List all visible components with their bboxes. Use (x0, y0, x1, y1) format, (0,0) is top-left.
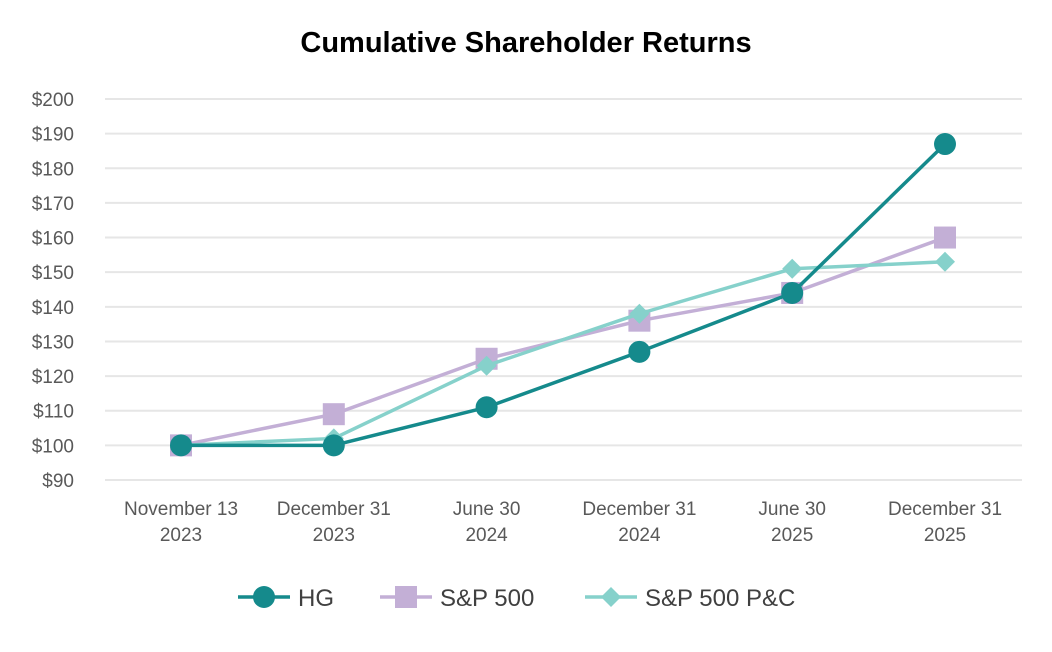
data-point (934, 226, 956, 249)
data-point (629, 303, 650, 324)
y-tick-label: $110 (33, 402, 74, 423)
y-tick-label: $160 (32, 229, 74, 250)
y-tick-label: $120 (32, 367, 74, 388)
legend-marker (395, 586, 417, 608)
series-line (181, 142, 947, 448)
x-tick-label: November 13 2023 (124, 499, 238, 546)
legend-item: HG (238, 585, 334, 612)
data-point (476, 355, 497, 376)
data-point (782, 258, 803, 279)
y-tick-label: $90 (42, 471, 74, 492)
gridlines (105, 98, 1022, 481)
data-point (475, 396, 498, 419)
legend-item: S&P 500 P&C (585, 585, 795, 612)
x-tick-label: June 30 2024 (453, 499, 521, 546)
series-hg (170, 133, 956, 457)
y-tick-label: $130 (32, 332, 74, 353)
series-line (180, 260, 946, 448)
x-tick-label: June 30 2025 (758, 499, 826, 546)
y-tick-label: $100 (32, 436, 74, 457)
x-tick-label: December 31 2025 (888, 499, 1002, 546)
y-tick-label: $190 (32, 125, 74, 146)
legend-marker (601, 587, 621, 607)
data-point (628, 340, 651, 363)
legend: HG S&P 500 S&P 500 P&C (238, 585, 795, 612)
y-tick-label: $140 (32, 298, 74, 319)
legend-label: S&P 500 P&C (645, 585, 795, 612)
data-point (934, 133, 956, 156)
y-tick-label: $150 (32, 263, 74, 284)
x-tick-label: December 31 2024 (582, 499, 696, 546)
legend-marker (253, 586, 275, 608)
data-point (170, 434, 192, 457)
y-tick-label: $180 (32, 159, 74, 180)
legend-item: S&P 500 (380, 585, 534, 612)
series (170, 133, 956, 457)
chart-title: Cumulative Shareholder Returns (300, 27, 751, 59)
data-point (781, 281, 804, 304)
legend-label: S&P 500 (440, 585, 534, 612)
data-point (322, 403, 345, 426)
data-point (322, 434, 345, 457)
x-axis-ticks: November 13 2023 December 31 2023 June 30 202… (124, 499, 1002, 546)
y-axis-ticks: $90 $100 $110 $120 $130 $140 $150 $160 $170 $180 $… (32, 90, 74, 492)
x-tick-label: December 31 2023 (277, 499, 391, 546)
legend-label: HG (298, 585, 334, 612)
y-tick-label: $200 (32, 90, 74, 111)
y-tick-label: $170 (32, 194, 74, 215)
data-point (935, 251, 955, 272)
